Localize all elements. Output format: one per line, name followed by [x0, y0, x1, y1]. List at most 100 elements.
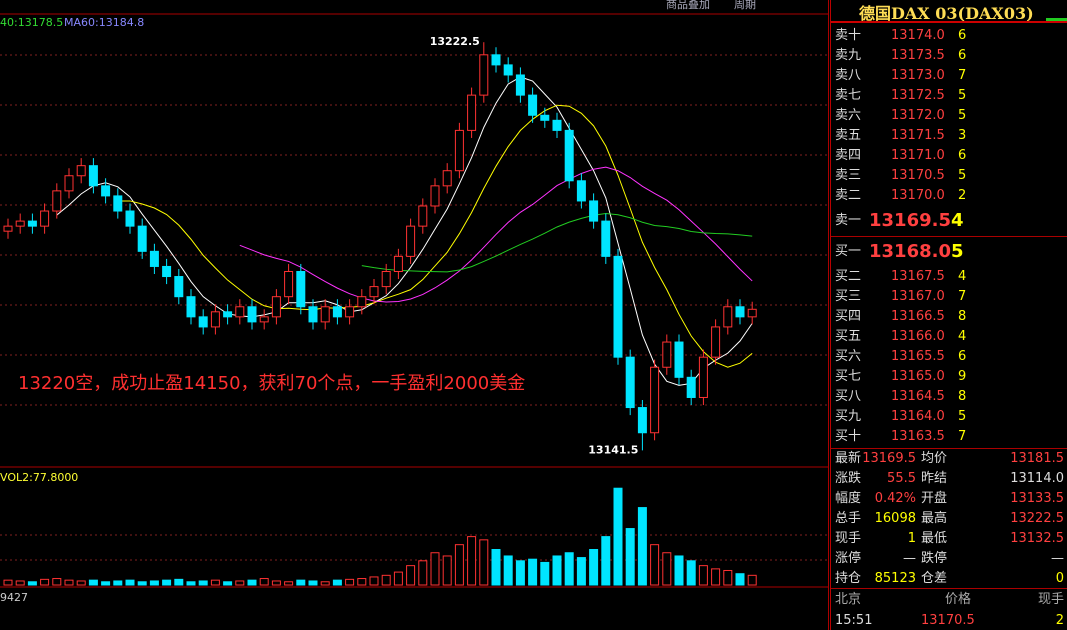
book-label: 卖八 [835, 68, 862, 83]
moving-average [239, 166, 753, 303]
book-label: 买九 [835, 409, 862, 424]
volume-bar [320, 581, 330, 586]
book-label: 买三 [835, 289, 862, 304]
book-price: 13166.0 [891, 329, 945, 344]
book-label: 买二 [835, 269, 862, 284]
moving-average [117, 104, 753, 368]
stat-value: — [903, 551, 916, 566]
title-bar [1046, 18, 1067, 21]
volume-bar [247, 579, 257, 586]
stat-value: 0.42% [874, 491, 916, 506]
candle-body [552, 119, 562, 131]
candle-body [113, 195, 123, 212]
trades-header: 现手 [1037, 592, 1064, 607]
volume-bar [52, 578, 62, 586]
volume-bar [564, 552, 574, 586]
book-qty: 5 [958, 88, 967, 103]
volume-bar [674, 555, 684, 586]
book-qty: 9 [958, 369, 967, 384]
candle-body [125, 210, 135, 227]
volume-bar [662, 552, 672, 586]
volume-bar [601, 536, 611, 586]
candle-body [662, 341, 672, 368]
period-button[interactable]: 周期 [734, 0, 756, 11]
book-label: 买八 [835, 389, 862, 404]
stat-value: 13222.5 [1010, 511, 1064, 526]
candle-body [320, 306, 330, 323]
volume-bar [76, 580, 86, 586]
stat-value: 1 [907, 531, 916, 546]
moving-average [361, 213, 753, 273]
stat-label: 涨跌 [835, 471, 862, 486]
stat-value: 16098 [874, 511, 916, 526]
volume-bar [467, 536, 477, 586]
quote-row: 买八 13164.5 8 [831, 387, 1067, 407]
candle-body [393, 255, 403, 272]
candle-body [3, 225, 13, 232]
separator [831, 588, 1067, 589]
volume-bar [162, 579, 172, 586]
volume-bar [198, 580, 208, 586]
candle-body [564, 129, 574, 182]
volume-bar [418, 560, 428, 586]
chart-area: 商品叠加 周期 40:13178.5 MA60:13184.8 13220空，成… [0, 0, 829, 630]
candle-body [271, 296, 281, 318]
quote-row: 涨跌 55.5 昨结 13114.0 [831, 469, 1067, 489]
candle-body [698, 356, 708, 398]
candle-body [515, 74, 525, 96]
volume-bar [381, 574, 391, 586]
stat-value: 13181.5 [1010, 451, 1064, 466]
candle-body [613, 255, 623, 358]
candle-body [747, 308, 757, 318]
candle-body [88, 165, 98, 187]
candle-body [528, 94, 538, 116]
candle-body [406, 225, 416, 257]
candle-body [259, 316, 269, 323]
book-price: 13165.5 [891, 349, 945, 364]
stat-label: 最高 [921, 511, 948, 526]
candle-body [149, 250, 159, 267]
book-qty: 2 [958, 188, 967, 203]
volume-bar [589, 549, 599, 586]
book-label: 卖二 [835, 188, 862, 203]
candle-body [723, 306, 733, 328]
book-qty: 4 [958, 329, 967, 344]
candle-body [479, 54, 489, 96]
volume-bar [27, 581, 37, 586]
quote-row: 卖四 13171.0 6 [831, 146, 1067, 166]
high-label: 13222.5 [430, 35, 480, 48]
volume-bar [345, 578, 355, 586]
stat-label: 现手 [835, 531, 862, 546]
candle-body [64, 175, 74, 192]
quote-row: 卖七 13172.5 5 [831, 86, 1067, 106]
volume-bar [64, 579, 74, 586]
volume-bar [332, 579, 342, 586]
quote-row: 卖八 13173.0 7 [831, 66, 1067, 86]
stat-label: 最低 [921, 531, 948, 546]
volume-bar [491, 549, 501, 586]
quote-row: 买二 13167.5 4 [831, 267, 1067, 287]
quote-row: 卖九 13173.5 6 [831, 46, 1067, 66]
volume-bar [284, 581, 294, 586]
trade-qty: 2 [1055, 613, 1064, 628]
moving-average [56, 76, 753, 386]
title-rule [831, 21, 1067, 23]
volume-bar [296, 579, 306, 586]
quote-row: 北京 价格 现手 [831, 590, 1067, 610]
candle-body [442, 170, 452, 187]
volume-bar [101, 581, 111, 586]
candle-body [430, 185, 440, 207]
stat-label: 仓差 [921, 571, 948, 586]
ma-label: MA60:13184.8 [64, 16, 144, 29]
book-price: 13171.5 [891, 128, 945, 143]
book-price: 13163.5 [891, 429, 945, 444]
book-label: 卖六 [835, 108, 862, 123]
book-label: 买七 [835, 369, 862, 384]
candle-body [284, 270, 294, 298]
quote-row: 15:51 13170.5 2 [831, 611, 1067, 630]
book-qty: 7 [958, 68, 967, 83]
volume-bar [137, 581, 147, 586]
volume-bar [210, 579, 220, 586]
book-qty: 6 [958, 148, 967, 163]
overlay-button[interactable]: 商品叠加 [666, 0, 710, 11]
